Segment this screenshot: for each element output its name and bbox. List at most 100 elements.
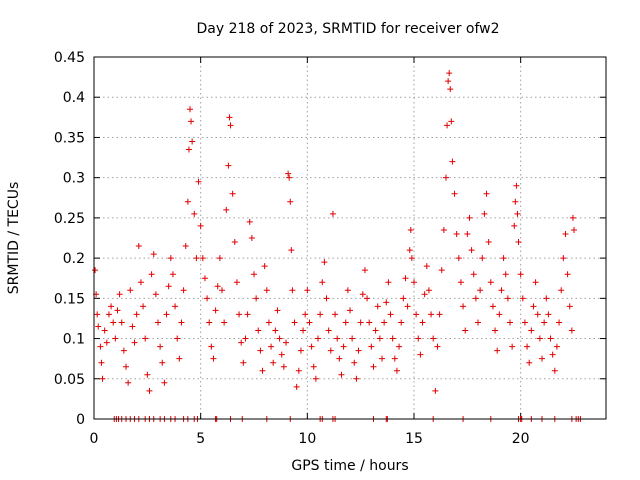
data-point (278, 351, 285, 358)
data-point (419, 319, 426, 326)
data-point (415, 335, 422, 342)
data-point (315, 335, 321, 342)
data-point (325, 327, 332, 334)
data-point (351, 359, 358, 366)
data-point (391, 355, 398, 362)
data-point (137, 279, 144, 286)
data-point (556, 319, 563, 326)
data-point (312, 375, 319, 382)
y-axis-label: SRMTID / TECUs (6, 182, 22, 295)
data-point (180, 287, 187, 294)
data-point (524, 343, 531, 350)
data-point (443, 174, 449, 181)
data-point (310, 363, 317, 370)
data-point (504, 295, 511, 302)
data-point (500, 255, 507, 262)
data-point (223, 206, 230, 213)
data-point (291, 319, 298, 326)
data-point (286, 174, 293, 181)
x-tick-label: 10 (298, 431, 316, 447)
data-point (255, 327, 262, 334)
data-point (549, 351, 556, 358)
data-point (477, 287, 484, 294)
data-point (94, 311, 101, 318)
data-point (257, 347, 264, 354)
y-tick-label: 0.05 (54, 372, 85, 388)
data-point (188, 118, 195, 125)
data-point (125, 379, 132, 386)
data-point (95, 323, 102, 330)
data-point (317, 311, 324, 318)
data-point (140, 303, 147, 310)
data-point (483, 190, 490, 197)
data-point (385, 279, 392, 286)
data-point (184, 198, 191, 205)
data-point (564, 271, 571, 278)
data-point (108, 303, 115, 310)
data-point (389, 335, 396, 342)
data-point (408, 255, 415, 262)
data-point (534, 311, 541, 318)
data-point (133, 311, 140, 318)
data-point (280, 363, 287, 370)
x-tick-label: 15 (405, 431, 423, 447)
data-point (485, 239, 492, 246)
y-tick-label: 0.35 (54, 130, 85, 146)
data-point (515, 239, 522, 246)
data-point (98, 359, 105, 366)
data-point (263, 287, 270, 294)
data-point (569, 214, 576, 221)
data-point (539, 355, 545, 362)
data-point (178, 319, 185, 326)
data-point (376, 335, 383, 342)
data-point (432, 387, 439, 394)
data-point (118, 319, 125, 326)
data-point (370, 363, 377, 370)
data-point (364, 295, 371, 302)
data-point (197, 222, 204, 229)
data-point (227, 122, 234, 129)
data-point (123, 363, 129, 370)
data-point (460, 303, 467, 310)
data-point (361, 267, 368, 274)
data-point (287, 198, 294, 205)
data-point (306, 319, 313, 326)
data-point (342, 319, 349, 326)
data-point (142, 335, 149, 342)
data-point (334, 335, 341, 342)
data-point (430, 335, 437, 342)
data-point (229, 190, 236, 197)
y-tick-label: 0.45 (54, 50, 85, 66)
data-point (571, 226, 577, 233)
data-point (436, 311, 443, 318)
data-point (494, 347, 501, 354)
data-point (464, 230, 471, 237)
data-point (421, 291, 428, 298)
y-tick-label: 0.3 (63, 171, 85, 187)
data-point (526, 359, 533, 366)
data-point (438, 267, 445, 274)
data-point (214, 283, 221, 290)
data-point (413, 311, 420, 318)
data-point (434, 343, 441, 350)
data-point (103, 339, 110, 346)
data-point (289, 287, 296, 294)
data-point (261, 263, 268, 270)
chart-title: Day 218 of 2023, SRMTID for receiver ofw… (196, 21, 499, 37)
data-point (193, 255, 200, 262)
data-point (169, 271, 176, 278)
data-point (248, 235, 255, 241)
data-point (514, 210, 521, 217)
data-point (161, 379, 168, 386)
data-point (172, 303, 179, 310)
data-point (129, 323, 136, 330)
data-point (182, 243, 189, 250)
data-point (120, 347, 127, 354)
data-point (513, 182, 520, 189)
data-point (319, 279, 326, 286)
data-point (276, 335, 283, 342)
data-point (511, 222, 518, 229)
data-point (152, 291, 159, 298)
y-tick-label: 0 (76, 412, 85, 428)
data-point (551, 367, 558, 374)
